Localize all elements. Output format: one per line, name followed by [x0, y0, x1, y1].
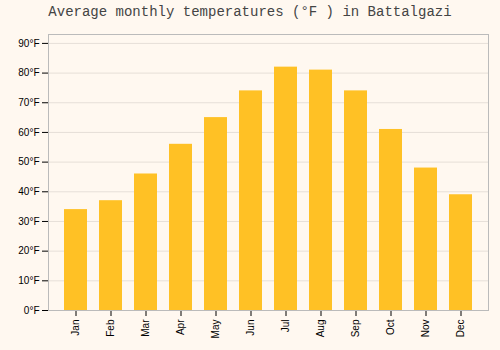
svg-text:Dec: Dec — [455, 320, 466, 338]
svg-text:10°F: 10°F — [18, 275, 39, 286]
svg-text:30°F: 30°F — [18, 216, 39, 227]
svg-text:80°F: 80°F — [18, 67, 39, 78]
svg-text:40°F: 40°F — [18, 186, 39, 197]
svg-text:May: May — [210, 320, 221, 339]
svg-text:Jan: Jan — [70, 320, 81, 336]
svg-text:0°F: 0°F — [24, 305, 40, 316]
svg-text:90°F: 90°F — [18, 38, 39, 49]
svg-text:Sep: Sep — [350, 319, 361, 337]
svg-text:Jul: Jul — [280, 320, 291, 333]
svg-text:70°F: 70°F — [18, 97, 39, 108]
svg-text:Aug: Aug — [315, 320, 326, 338]
svg-text:50°F: 50°F — [18, 156, 39, 167]
svg-text:Apr: Apr — [175, 319, 186, 335]
svg-text:Jun: Jun — [245, 320, 256, 336]
svg-text:Oct: Oct — [385, 319, 396, 335]
html-text:Average monthly temperatures (: Average monthly temperatures (°F ) in Ba… — [48, 4, 452, 20]
svg-text:Mar: Mar — [140, 319, 151, 337]
svg-text:60°F: 60°F — [18, 127, 39, 138]
svg-text:Nov: Nov — [420, 320, 431, 338]
svg-text:20°F: 20°F — [18, 245, 39, 256]
svg-text:Feb: Feb — [105, 319, 116, 337]
